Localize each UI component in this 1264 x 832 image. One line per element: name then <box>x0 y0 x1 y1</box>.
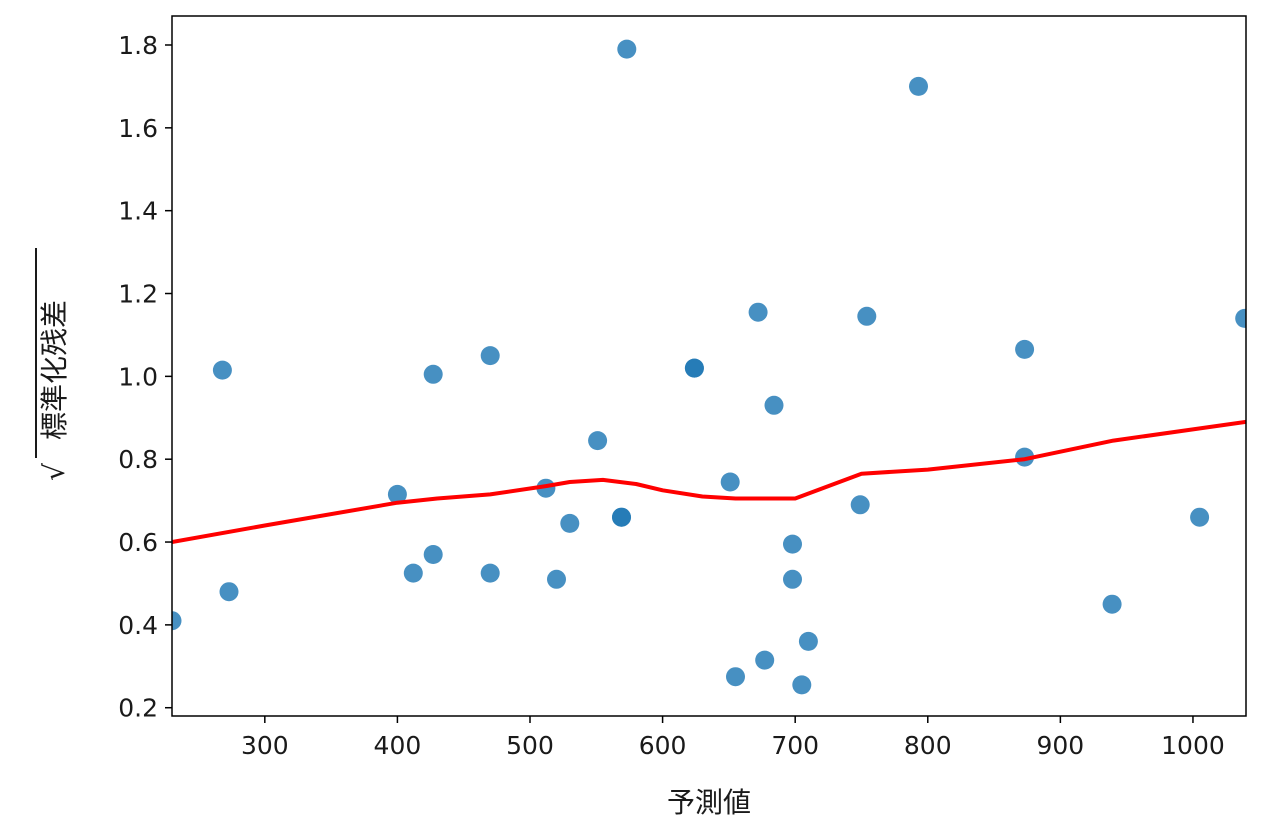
x-axis-title: 予測値 <box>667 786 751 819</box>
data-point <box>857 306 877 326</box>
data-point <box>783 569 802 589</box>
data-point <box>480 346 500 366</box>
data-point <box>403 563 423 583</box>
data-point <box>212 360 232 380</box>
axes: 300 400 500 600 700 800 900 1000 0.2 0.4 0.6 0.8 1.0… <box>118 15 1247 760</box>
y-tick-label: 0.4 <box>118 611 158 640</box>
data-point <box>783 534 802 554</box>
data-point <box>219 582 239 602</box>
x-tick-label: 1000 <box>1161 731 1225 760</box>
data-point <box>423 545 443 564</box>
y-tick-label: 1.6 <box>118 114 158 143</box>
data-point <box>1235 308 1246 328</box>
x-tick-label: 800 <box>904 731 952 760</box>
y-axis-title-group: √ 標準化残差 <box>35 248 71 481</box>
data-point <box>720 472 740 492</box>
x-tick-label: 400 <box>374 731 422 760</box>
y-tick-label: 1.4 <box>118 197 158 226</box>
x-tick-label: 600 <box>639 731 687 760</box>
data-point <box>1015 447 1035 467</box>
y-tick-label: 1.8 <box>118 31 158 60</box>
x-tick-label: 500 <box>506 731 554 760</box>
data-layer <box>172 39 1246 695</box>
data-point <box>684 358 704 378</box>
data-point <box>850 495 870 515</box>
data-point <box>1015 339 1035 359</box>
data-point <box>1102 594 1122 614</box>
data-point <box>755 650 775 670</box>
data-point <box>726 667 745 687</box>
data-point <box>423 364 443 384</box>
data-point <box>588 431 608 451</box>
y-tick-label: 0.6 <box>118 528 158 557</box>
plot-background <box>172 16 1246 716</box>
y-tick-label: 1.0 <box>118 362 158 391</box>
x-tick-label: 700 <box>771 731 819 760</box>
plot-area <box>172 16 1246 716</box>
x-tick-label: 300 <box>241 731 289 760</box>
y-axis-title-radical: √ <box>38 463 71 481</box>
lowess-line <box>172 419 1246 544</box>
data-point <box>387 484 407 504</box>
data-point <box>792 675 812 695</box>
y-tick-label: 0.8 <box>118 445 158 474</box>
y-tick-label: 1.2 <box>118 280 158 309</box>
x-tick-label: 900 <box>1037 731 1085 760</box>
data-point <box>172 611 182 631</box>
data-point <box>617 39 637 59</box>
y-tick-label: 0.2 <box>118 694 158 723</box>
data-point <box>909 76 928 96</box>
data-point <box>1190 507 1210 527</box>
data-point <box>560 513 580 533</box>
plot-frame <box>171 15 1247 717</box>
data-point <box>798 631 818 651</box>
data-point <box>547 569 566 589</box>
y-axis-title: 標準化残差 <box>38 300 71 440</box>
data-point <box>764 395 784 415</box>
data-point <box>748 302 768 322</box>
data-point <box>480 563 500 583</box>
data-point <box>612 507 631 527</box>
